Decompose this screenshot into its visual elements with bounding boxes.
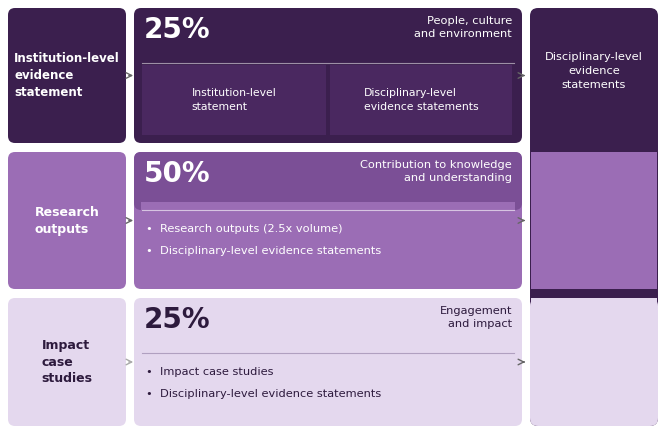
FancyBboxPatch shape [8, 298, 126, 426]
FancyBboxPatch shape [530, 298, 658, 426]
Bar [142, 65, 326, 135]
Text: Institution-level
statement: Institution-level statement [192, 89, 276, 112]
Bar [531, 152, 657, 289]
Text: •  Impact case studies: • Impact case studies [146, 367, 274, 377]
Bar [531, 298, 657, 418]
Text: 25%: 25% [144, 306, 210, 334]
Text: Impact
case
studies: Impact case studies [41, 339, 93, 385]
Text: 50%: 50% [144, 160, 210, 188]
Text: People, culture
and environment: People, culture and environment [414, 16, 512, 39]
FancyBboxPatch shape [8, 8, 126, 143]
Bar [141, 202, 515, 210]
FancyBboxPatch shape [530, 8, 658, 426]
Text: 25%: 25% [144, 16, 210, 44]
Bar [330, 65, 512, 135]
FancyBboxPatch shape [8, 152, 126, 289]
Text: Research
outputs: Research outputs [35, 206, 99, 236]
Text: •  Disciplinary-level evidence statements: • Disciplinary-level evidence statements [146, 389, 381, 399]
FancyBboxPatch shape [134, 298, 522, 426]
FancyBboxPatch shape [134, 152, 522, 210]
Text: Disciplinary-level
evidence
statements: Disciplinary-level evidence statements [545, 52, 643, 89]
Text: Disciplinary-level
evidence statements: Disciplinary-level evidence statements [364, 89, 478, 112]
Text: Contribution to knowledge
and understanding: Contribution to knowledge and understand… [360, 160, 512, 183]
Text: Institution-level
evidence
statement: Institution-level evidence statement [14, 52, 120, 99]
Text: •  Research outputs (2.5x volume): • Research outputs (2.5x volume) [146, 224, 342, 234]
FancyBboxPatch shape [134, 152, 522, 289]
FancyBboxPatch shape [134, 8, 522, 143]
Bar [531, 298, 657, 306]
Text: Engagement
and impact: Engagement and impact [440, 306, 512, 329]
Text: •  Disciplinary-level evidence statements: • Disciplinary-level evidence statements [146, 246, 381, 256]
